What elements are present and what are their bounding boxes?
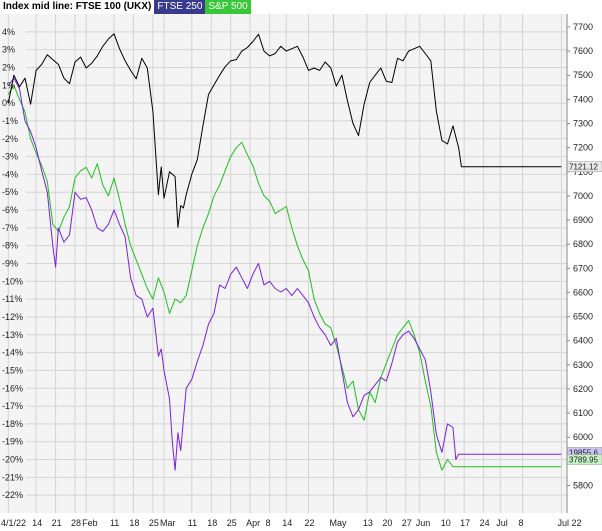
legend-sp500-label[interactable]: S&P 500 (205, 0, 251, 14)
x-axis-ticks: 4/1/22 14 21 28 Feb 11 18 25 Mar 11 18 25 Apr 8 14 22 Ma… (1, 518, 581, 528)
right-tick-label: 5800 (573, 481, 593, 491)
x-tick-label: 10 (441, 518, 451, 528)
x-tick-label: Jul 22 (557, 518, 581, 528)
left-tick-label: -11% (2, 294, 22, 304)
right-tick-label: 6400 (573, 336, 593, 346)
x-tick-label: 18 (129, 518, 139, 528)
x-tick-label: 24 (480, 518, 490, 528)
left-tick-label: -8% (2, 241, 18, 251)
x-tick-label: Jul (496, 518, 508, 528)
right-tick-label: 6800 (573, 239, 593, 249)
right-tick-label: 6900 (573, 215, 593, 225)
x-tick-label: 20 (382, 518, 392, 528)
right-axis-ticks: 7700760075007400730072007100700069006800… (567, 22, 593, 491)
x-tick-label: 14 (282, 518, 292, 528)
left-tick-label: -15% (2, 365, 23, 375)
left-tick-label: -18% (2, 419, 23, 429)
right-tick-label: 6700 (573, 263, 593, 273)
left-tick-label: -13% (2, 330, 23, 340)
price-tag-label: 7121.12 (569, 163, 598, 172)
x-tick-label: May (330, 518, 348, 528)
x-tick-label: Jun (416, 518, 431, 528)
x-tick-label: Apr (246, 518, 260, 528)
x-tick-label: 8 (519, 518, 524, 528)
left-tick-label: -4% (2, 169, 18, 179)
left-tick-label: -21% (2, 472, 23, 482)
left-tick-label: -16% (2, 383, 23, 393)
right-tick-label: 6300 (573, 360, 593, 370)
x-tick-label: 25 (149, 518, 159, 528)
legend-main-label: Index mid line: FTSE 100 (UKX) (0, 0, 155, 14)
x-tick-label: 25 (227, 518, 237, 528)
left-tick-label: -6% (2, 205, 18, 215)
left-tick-label: 3% (2, 45, 15, 55)
x-tick-label: 28 (71, 518, 81, 528)
right-tick-label: 6200 (573, 384, 593, 394)
left-tick-label: 4% (2, 27, 15, 37)
left-tick-label: -7% (2, 223, 18, 233)
right-tick-label: 6500 (573, 312, 593, 322)
chart-legend: Index mid line: FTSE 100 (UKX) FTSE 250 … (0, 0, 251, 14)
price-tag-label: 3789.95 (569, 456, 598, 465)
right-tick-label: 7300 (573, 119, 593, 129)
series-line-ftse100 (7, 33, 562, 228)
left-tick-label: 0% (2, 98, 15, 108)
right-tick-label: 7000 (573, 191, 593, 201)
right-tick-label: 6600 (573, 287, 593, 297)
right-tick-label: 6100 (573, 408, 593, 418)
x-tick-label: 13 (363, 518, 373, 528)
left-tick-label: -1% (2, 116, 18, 126)
x-tick-label: 22 (305, 518, 315, 528)
left-tick-label: -20% (2, 455, 23, 465)
left-tick-label: -2% (2, 134, 18, 144)
x-tick-label: 11 (188, 518, 197, 528)
right-tick-label: 7700 (573, 22, 593, 32)
left-tick-label: -5% (2, 187, 18, 197)
right-tick-label: 7500 (573, 70, 593, 80)
right-tick-label: 7200 (573, 143, 593, 153)
left-tick-label: -10% (2, 276, 23, 286)
x-tick-label: 27 (402, 518, 412, 528)
x-tick-label: 14 (32, 518, 42, 528)
series-line-sp500 (7, 84, 562, 471)
right-tick-label: 7600 (573, 46, 593, 56)
left-tick-label: 2% (2, 62, 15, 72)
left-tick-label: -14% (2, 348, 23, 358)
x-tick-label: 8 (266, 518, 271, 528)
right-tick-label: 6000 (573, 432, 593, 442)
left-tick-label: -12% (2, 312, 23, 322)
x-tick-label: 17 (460, 518, 470, 528)
left-axis-ticks: 4% 3% 2% 1% 0% -1% -2% -3% -4% -5% -6% -7% -8% -9% -10… (2, 27, 23, 500)
x-tick-label: Feb (82, 518, 98, 528)
price-tag-label: 19855.6 (569, 448, 598, 457)
series-line-ftse250 (7, 77, 562, 471)
left-tick-label: -3% (2, 152, 18, 162)
series-lines (7, 33, 562, 471)
left-tick-label: -9% (2, 259, 18, 269)
x-tick-label: 18 (207, 518, 217, 528)
x-tick-label: 11 (110, 518, 119, 528)
x-tick-label: 4/1/22 (1, 518, 26, 528)
right-tick-label: 7400 (573, 94, 593, 104)
legend-ftse250-label[interactable]: FTSE 250 (154, 0, 206, 14)
x-tick-label: 21 (52, 518, 62, 528)
left-tick-label: -19% (2, 437, 23, 447)
left-tick-label: -22% (2, 490, 23, 500)
left-tick-label: 1% (2, 80, 15, 90)
left-tick-label: -17% (2, 401, 23, 411)
x-tick-label: Mar (160, 518, 176, 528)
gridlines (7, 14, 567, 513)
